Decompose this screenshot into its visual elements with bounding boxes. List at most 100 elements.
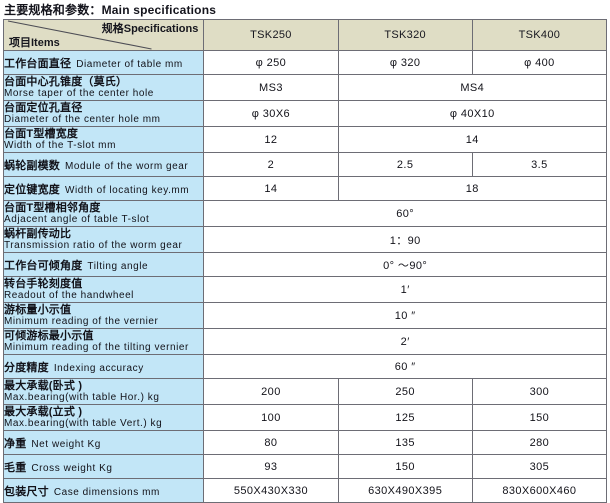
diagonal-divider-icon: [7, 20, 152, 50]
row-label-cell: 台面T型槽宽度 Width of the T-slot mm: [2, 126, 205, 153]
table-head: 规格Specifications 项目Items TSK250 TSK320 T…: [2, 19, 608, 51]
row-label-en: Diameter of the center hole mm: [4, 114, 161, 126]
value-cell: MS3: [203, 74, 339, 101]
row-label-en: Indexing accuracy: [53, 362, 144, 374]
row-label-en: Module of the worm gear: [65, 160, 189, 172]
row-label-zh: 净重: [4, 437, 27, 450]
row-label-zh: 可倾游标最小示值: [4, 329, 94, 342]
header-specifications-label: 规格Specifications: [101, 23, 199, 35]
table-row: 台面T型槽相邻角度 Adjacent angle of table T-slot 6…: [2, 200, 607, 227]
table-row: 游标量小示值 Minimum reading of the vernier 10 ″: [2, 302, 607, 329]
row-label-zh: 蜗轮副模数: [4, 159, 60, 172]
table-row: 可倾游标最小示值 Minimum reading of the tilting v…: [2, 328, 607, 355]
row-label-en: Width of the T-slot mm: [4, 140, 116, 152]
column-header-model-3: TSK400: [471, 19, 608, 51]
header-row: 规格Specifications 项目Items TSK250 TSK320 T…: [2, 19, 608, 51]
value-cell: φ 40X10: [337, 100, 608, 127]
row-label-cell: 定位键宽度 Width of locating key.mm: [2, 176, 205, 201]
row-label-zh: 最大承载(立式 ): [4, 405, 83, 418]
value-cell: 305: [471, 454, 608, 479]
row-label-cell: 包装尺寸 Case dimensions mm: [2, 478, 205, 503]
row-label-en: Readout of the handwheel: [4, 290, 134, 302]
table-row: 分度精度 Indexing accuracy 60 ″: [2, 354, 607, 379]
row-label-zh: 台面T型槽宽度: [4, 127, 79, 140]
page-title-en: Main specifications: [101, 3, 217, 17]
row-label-zh: 定位键宽度: [4, 183, 60, 196]
row-label-cell: 分度精度 Indexing accuracy: [2, 354, 205, 379]
value-cell: 150: [471, 404, 608, 431]
value-cell: 3.5: [471, 152, 608, 177]
value-cell: 1′: [203, 276, 607, 303]
row-label-zh: 转台手轮刻度值: [4, 277, 83, 290]
value-cell: φ 400: [471, 50, 608, 75]
row-label-en: Minimum reading of the vernier: [4, 316, 159, 328]
value-cell: 125: [337, 404, 473, 431]
value-cell: MS4: [337, 74, 608, 101]
header-items-label: 项目Items: [9, 37, 60, 49]
column-header-model-1: TSK250: [203, 19, 339, 51]
value-cell: 250: [337, 378, 473, 405]
value-cell: 150: [337, 454, 473, 479]
table-row: 包装尺寸 Case dimensions mm 550X430X330 630X490…: [2, 478, 608, 503]
value-cell: 0° ～90°: [203, 252, 607, 277]
row-label-cell: 最大承载(立式 ) Max.bearing(with table Vert.) k…: [2, 404, 205, 431]
table-row: 蜗轮副模数 Module of the worm gear 2 2.5 3.5: [2, 152, 608, 177]
value-cell: 14: [337, 126, 608, 153]
value-cell: 2′: [203, 328, 607, 355]
row-label-zh: 台面中心孔锥度（莫氏）: [4, 75, 128, 88]
row-label-cell: 毛重 Cross weight Kg: [2, 454, 205, 479]
value-cell: 60°: [203, 200, 607, 227]
table-row: 台面T型槽宽度 Width of the T-slot mm 12 14: [2, 126, 608, 153]
row-label-zh: 蜗杆副传动比: [4, 227, 72, 240]
table-row: 毛重 Cross weight Kg 93 150 305: [2, 454, 608, 479]
row-label-en: Tilting angle: [87, 260, 149, 272]
row-label-en: Diameter of table mm: [76, 58, 183, 70]
value-cell: 93: [203, 454, 339, 479]
row-label-zh: 最大承载(卧式 ): [4, 379, 83, 392]
table-row: 净重 Net weight Kg 80 135 280: [2, 430, 608, 455]
row-label-cell: 台面T型槽相邻角度 Adjacent angle of table T-slot: [2, 200, 205, 227]
page-title: 主要规格和参数：Main specifications: [4, 1, 216, 18]
value-cell: 18: [337, 176, 608, 201]
row-label-cell: 最大承载(卧式 ) Max.bearing(with table Hor.) kg: [2, 378, 205, 405]
value-cell: 280: [471, 430, 608, 455]
row-label-zh: 工作台可倾角度: [4, 259, 83, 272]
row-label-cell: 转台手轮刻度值 Readout of the handwheel: [2, 276, 205, 303]
row-label-en: Cross weight Kg: [31, 462, 113, 474]
column-header-model-2: TSK320: [337, 19, 473, 51]
table-row: 定位键宽度 Width of locating key.mm 14 18: [2, 176, 608, 201]
row-label-zh: 游标量小示值: [4, 303, 72, 316]
row-label-zh: 台面T型槽相邻角度: [4, 201, 101, 214]
table-body: 工作台面直径 Diameter of table mm φ 250 φ 320 φ 40…: [2, 50, 608, 503]
value-cell: 135: [337, 430, 473, 455]
table-row: 工作台可倾角度 Tilting angle 0° ～90°: [2, 252, 607, 277]
row-label-cell: 可倾游标最小示值 Minimum reading of the tilting v…: [2, 328, 205, 355]
row-label-cell: 净重 Net weight Kg: [2, 430, 205, 455]
row-label-en: Morse taper of the center hole: [4, 88, 154, 100]
table-row: 台面定位孔直径 Diameter of the center hole mm φ 3…: [2, 100, 608, 127]
value-cell: 10 ″: [203, 302, 607, 329]
row-label-en: Width of locating key.mm: [65, 184, 190, 196]
row-label-cell: 游标量小示值 Minimum reading of the vernier: [2, 302, 205, 329]
row-label-cell: 台面定位孔直径 Diameter of the center hole mm: [2, 100, 205, 127]
row-label-zh: 毛重: [4, 461, 27, 474]
row-label-zh: 包装尺寸: [4, 485, 49, 498]
value-cell: 2.5: [337, 152, 473, 177]
row-label-en: Max.bearing(with table Vert.) kg: [4, 418, 163, 430]
value-cell: 200: [203, 378, 339, 405]
value-cell: 100: [203, 404, 339, 431]
value-cell: φ 30X6: [203, 100, 339, 127]
value-cell: φ 320: [337, 50, 473, 75]
value-cell: 2: [203, 152, 339, 177]
table-row: 转台手轮刻度值 Readout of the handwheel 1′: [2, 276, 607, 303]
row-label-cell: 工作台面直径 Diameter of table mm: [2, 50, 205, 75]
row-label-cell: 台面中心孔锥度（莫氏） Morse taper of the center hol…: [2, 74, 205, 101]
row-label-en: Minimum reading of the tilting vernier: [4, 342, 189, 354]
row-label-en: Transmission ratio of the worm gear: [4, 240, 183, 252]
specifications-table: 规格Specifications 项目Items TSK250 TSK320 T…: [2, 19, 608, 503]
table-row: 台面中心孔锥度（莫氏） Morse taper of the center hol…: [2, 74, 608, 101]
header-corner-cell: 规格Specifications 项目Items: [2, 19, 205, 51]
table-row: 工作台面直径 Diameter of table mm φ 250 φ 320 φ 40…: [2, 50, 608, 75]
row-label-cell: 蜗轮副模数 Module of the worm gear: [2, 152, 205, 177]
